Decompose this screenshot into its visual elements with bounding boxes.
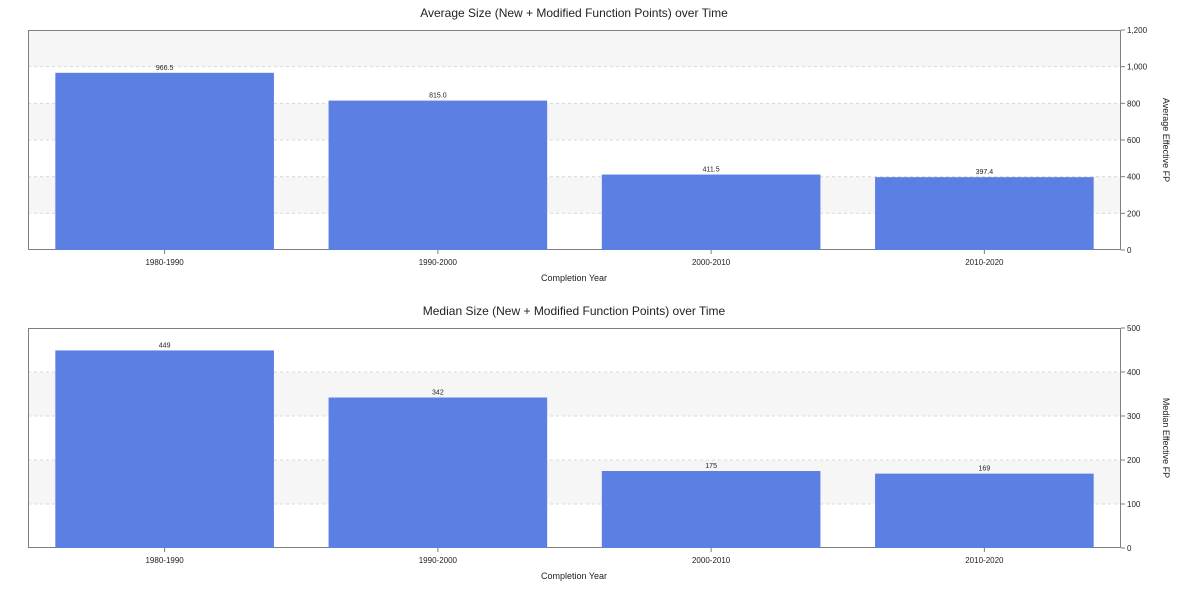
y-axis-label: Median Effective FP: [1161, 398, 1171, 478]
y-tick-label: 800: [1127, 99, 1141, 108]
x-tick-label: 2010-2020: [965, 556, 1004, 565]
data-label: 815.0: [429, 93, 447, 100]
y-tick-label: 1,200: [1127, 26, 1148, 35]
bar-2000-2010: [601, 471, 821, 548]
x-tick-label: 1990-2000: [419, 258, 458, 267]
plot-frame: [28, 328, 1121, 548]
bar-2010-2020: [875, 177, 1094, 250]
x-tick-label: 2010-2020: [965, 258, 1004, 267]
data-label: 175: [705, 463, 717, 470]
x-tick-label: 1980-1990: [145, 258, 184, 267]
y-tick-label: 200: [1127, 456, 1141, 465]
x-tick-label: 1980-1990: [145, 556, 184, 565]
data-label: 169: [979, 466, 991, 473]
bar-2000-2010: [601, 174, 821, 250]
y-tick-label: 100: [1127, 500, 1141, 509]
average-size-chart: Average Size (New + Modified Function Po…: [28, 6, 1171, 283]
y-tick-label: 0: [1127, 246, 1132, 255]
y-tick-label: 0: [1127, 544, 1132, 553]
y-tick-label: 200: [1127, 209, 1141, 218]
x-axis-label: Completion Year: [541, 273, 607, 283]
data-label: 342: [432, 390, 444, 397]
bar-1980-1990: [55, 72, 274, 250]
data-label: 411.5: [703, 167, 720, 174]
grid-band: [28, 30, 1121, 67]
x-axis-label: Completion Year: [541, 571, 607, 581]
bar-1990-2000: [328, 397, 548, 548]
y-tick-label: 500: [1127, 324, 1141, 333]
x-tick-label: 2000-2010: [692, 258, 731, 267]
y-tick-label: 300: [1127, 412, 1141, 421]
chart-title: Median Size (New + Modified Function Poi…: [423, 304, 726, 318]
y-tick-label: 400: [1127, 173, 1141, 182]
x-tick-label: 1990-2000: [419, 556, 458, 565]
bar-1990-2000: [328, 100, 548, 250]
data-label: 397.4: [976, 169, 994, 176]
data-label: 449: [159, 342, 171, 349]
median-size-chart: Median Size (New + Modified Function Poi…: [28, 304, 1171, 581]
y-tick-label: 600: [1127, 136, 1141, 145]
y-axis-label: Average Effective FP: [1161, 98, 1171, 182]
chart-title: Average Size (New + Modified Function Po…: [420, 6, 728, 20]
bar-2010-2020: [875, 473, 1094, 548]
y-tick-label: 1,000: [1127, 63, 1148, 72]
plot-frame: [28, 30, 1121, 250]
bar-1980-1990: [55, 350, 274, 548]
data-label: 966.5: [156, 65, 174, 72]
x-tick-label: 2000-2010: [692, 556, 731, 565]
y-tick-label: 400: [1127, 368, 1141, 377]
